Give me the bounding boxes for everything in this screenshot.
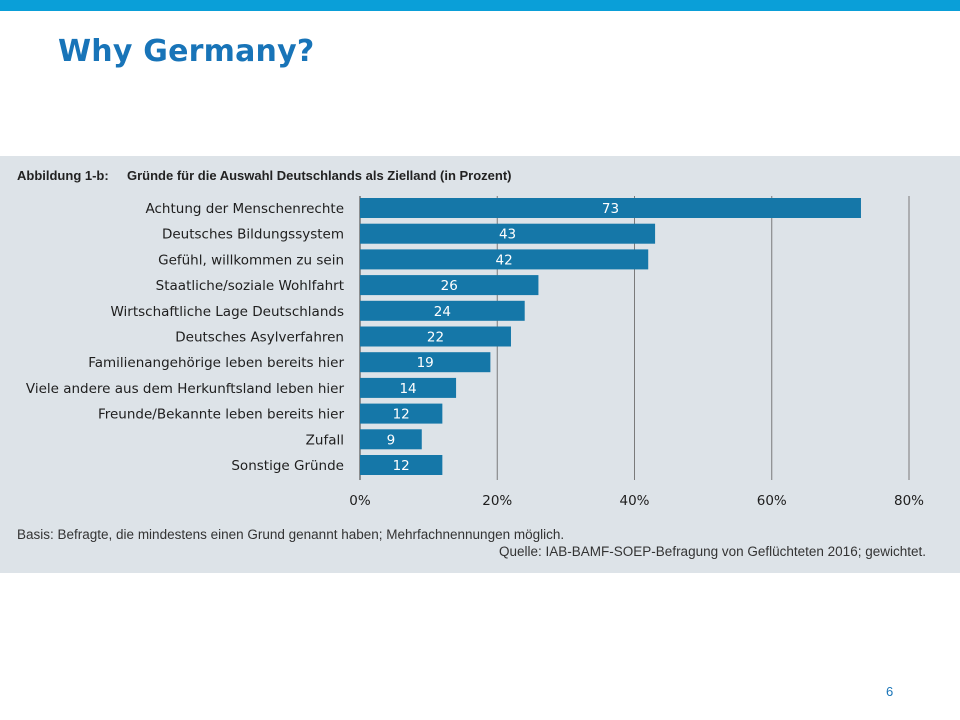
- bar: [360, 326, 511, 347]
- figure-number: Abbildung 1-b:: [17, 168, 109, 183]
- category-label: Familienangehörige leben bereits hier: [88, 355, 344, 371]
- bar-value-label: 73: [602, 201, 619, 217]
- bar: [360, 429, 422, 450]
- bar-value-label: 14: [399, 381, 416, 397]
- bar: [360, 223, 656, 244]
- figure-caption: Abbildung 1-b: Gründe für die Auswahl Deu…: [17, 168, 512, 183]
- category-label: Freunde/Bekannte leben bereits hier: [98, 407, 344, 423]
- top-accent-bar: [0, 0, 960, 11]
- bar: [360, 300, 525, 321]
- bar-value-label: 12: [393, 407, 410, 423]
- x-tick-label: 60%: [757, 493, 787, 509]
- category-label: Wirtschaftliche Lage Deutschlands: [110, 304, 344, 320]
- x-tick-label: 40%: [619, 493, 649, 509]
- x-tick-label: 20%: [482, 493, 512, 509]
- bar: [360, 275, 539, 296]
- bar: [360, 377, 457, 398]
- page-number: 6: [886, 684, 894, 699]
- bar-value-label: 24: [434, 304, 451, 320]
- x-tick-label: 0%: [349, 493, 371, 509]
- slide-title: Why Germany?: [58, 34, 315, 69]
- category-label: Sonstige Gründe: [231, 458, 344, 474]
- category-label: Achtung der Menschenrechte: [146, 201, 344, 217]
- bar-value-label: 43: [499, 227, 516, 243]
- figure-source: Quelle: IAB-BAMF-SOEP-Befragung von Gefl…: [499, 544, 926, 559]
- bar-value-label: 42: [496, 252, 513, 268]
- bar-value-label: 12: [393, 458, 410, 474]
- bar: [360, 249, 649, 270]
- bar-value-label: 22: [427, 330, 444, 346]
- figure-title: Gründe für die Auswahl Deutschlands als …: [127, 168, 512, 183]
- bar: [360, 198, 861, 218]
- bar: [360, 455, 443, 475]
- category-label: Viele andere aus dem Herkunftsland leben…: [26, 381, 345, 397]
- figure-note: Basis: Befragte, die mindestens einen Gr…: [17, 527, 565, 542]
- category-label: Gefühl, willkommen zu sein: [158, 252, 344, 268]
- category-label: Zufall: [306, 432, 344, 448]
- bar: [360, 352, 491, 373]
- bar-value-label: 9: [387, 432, 396, 448]
- x-tick-label: 80%: [894, 493, 924, 509]
- bar-value-label: 26: [441, 278, 458, 294]
- category-label: Deutsches Asylverfahren: [175, 330, 344, 346]
- bar-value-label: 19: [417, 355, 434, 371]
- category-label: Deutsches Bildungssystem: [162, 227, 344, 243]
- bar: [360, 403, 443, 424]
- category-label: Staatliche/soziale Wohlfahrt: [156, 278, 344, 294]
